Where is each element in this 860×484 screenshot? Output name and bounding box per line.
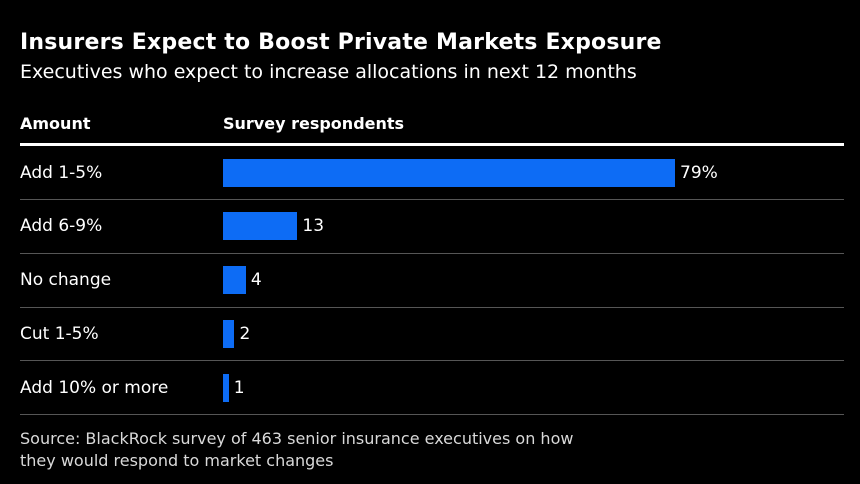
- row-label: Cut 1-5%: [20, 323, 99, 344]
- row-label: No change: [20, 270, 112, 291]
- table-row: No change 4: [20, 254, 844, 308]
- bar-value-label: 13: [302, 216, 325, 237]
- table-row: Add 6-9% 13: [20, 200, 844, 254]
- chart-title: Insurers Expect to Boost Private Markets…: [20, 30, 662, 55]
- bar-cell: 13: [223, 212, 844, 241]
- source-line-2: they would respond to market changes: [20, 451, 334, 471]
- chart-subtitle: Executives who expect to increase alloca…: [20, 60, 637, 83]
- bar-rows: Add 1-5% 79% Add 6-9% 13 No change 4 Cut…: [20, 146, 844, 416]
- bar-value-label: 2: [239, 323, 251, 344]
- header-divider: [20, 143, 844, 147]
- table-row: Cut 1-5% 2: [20, 308, 844, 362]
- bar-cell: 4: [223, 266, 844, 295]
- bar-value-label: 4: [250, 270, 262, 291]
- column-header-respondents: Survey respondents: [223, 114, 405, 134]
- bar-add-10-or-more: [223, 373, 229, 402]
- bar-add-1-5: [223, 158, 675, 187]
- row-label: Add 10% or more: [20, 377, 169, 398]
- bar-add-6-9: [223, 212, 298, 241]
- source-line-1: Source: BlackRock survey of 463 senior i…: [20, 429, 574, 449]
- table-row: Add 10% or more 1: [20, 361, 844, 416]
- column-header-amount: Amount: [20, 114, 91, 134]
- bar-cell: 1: [223, 373, 844, 402]
- source-note: Source: BlackRock survey of 463 senior i…: [20, 428, 680, 472]
- bar-value-label: 79%: [680, 162, 718, 183]
- bar-no-change: [223, 266, 246, 295]
- table-row: Add 1-5% 79%: [20, 146, 844, 200]
- row-label: Add 6-9%: [20, 216, 103, 237]
- bar-value-label: 1: [233, 377, 245, 398]
- row-label: Add 1-5%: [20, 162, 103, 183]
- bar-cell: 79%: [223, 158, 844, 187]
- column-headers: Amount Survey respondents: [20, 114, 844, 143]
- bar-cell: 2: [223, 319, 844, 348]
- bar-cut-1-5: [223, 319, 235, 348]
